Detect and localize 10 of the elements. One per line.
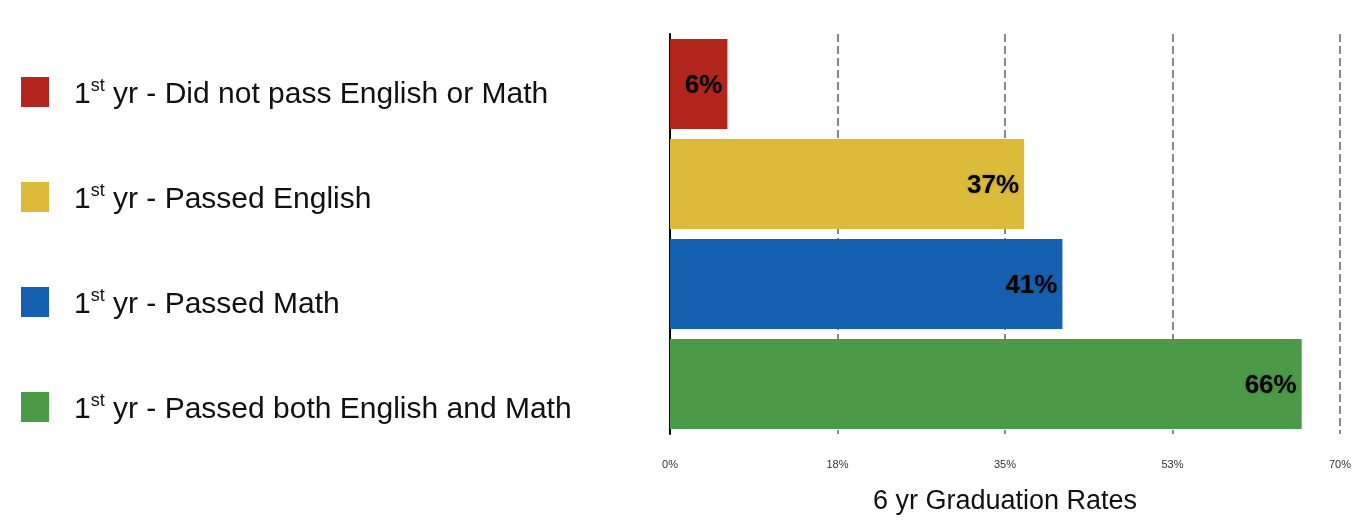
data-label: 6% — [684, 69, 723, 99]
data-label: 66% — [1244, 369, 1297, 399]
data-label: 37% — [967, 169, 1020, 199]
x-axis-title: 6 yr Graduation Rates — [872, 484, 1138, 515]
x-tick-label: 0% — [662, 457, 679, 470]
x-tick-label: 18% — [826, 457, 849, 470]
x-tick-label: 35% — [993, 457, 1017, 470]
x-tick-label: 53% — [1161, 457, 1184, 470]
data-label: 41% — [1005, 269, 1058, 299]
x-tick-label: 70% — [1328, 457, 1352, 470]
